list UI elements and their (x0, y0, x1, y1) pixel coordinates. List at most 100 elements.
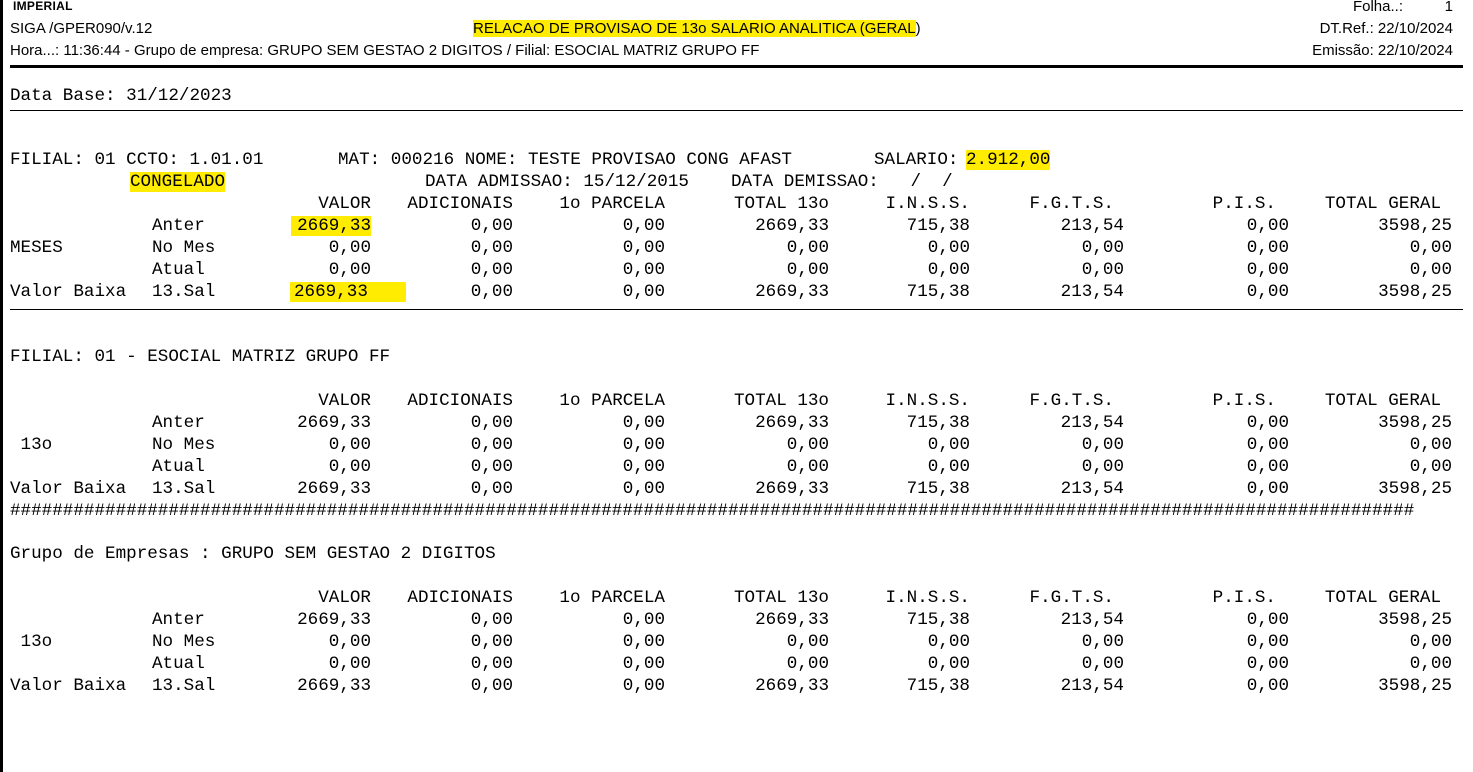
column-header: TOTAL 13o (733, 588, 829, 608)
table-cell: 0,00 (1409, 260, 1452, 280)
row-label: 13.Sal (152, 282, 216, 302)
row-label: Anter (152, 413, 205, 433)
table-cell: 2669,33 (290, 282, 406, 302)
column-header: VALOR (318, 588, 371, 608)
row-group-label: 13o (10, 435, 53, 455)
table-cell: 0,00 (927, 457, 970, 477)
table-cell: 0,00 (1409, 457, 1452, 477)
table-cell: 0,00 (622, 457, 665, 477)
folha-value: 1 (1444, 0, 1453, 15)
data-base: Data Base: 31/12/2023 (10, 86, 232, 106)
table-cell: 0,00 (470, 413, 513, 433)
page-left-border (0, 0, 3, 772)
table-cell: 3598,25 (1378, 676, 1452, 696)
column-header: I.N.S.S. (885, 588, 970, 608)
table-cell: 0,00 (470, 654, 513, 674)
table-cell: 0,00 (1246, 654, 1289, 674)
table-cell: 2669,33 (291, 216, 371, 236)
table-cell: 0,00 (927, 632, 970, 652)
table-cell: 0,00 (470, 632, 513, 652)
salary-value: 2.912,00 (966, 150, 1051, 170)
row-label: Atual (152, 457, 205, 477)
table-cell: 0,00 (328, 435, 371, 455)
row-group-label: MESES (10, 238, 63, 258)
row-label: 13.Sal (152, 676, 216, 696)
employee-filial-ccto: FILIAL: 01 CCTO: 1.01.01 (10, 150, 264, 170)
column-header: 1o PARCELA (559, 588, 665, 608)
table-cell: 213,54 (1060, 479, 1124, 499)
report-title-close: ) (915, 20, 921, 37)
table-cell: 3598,25 (1378, 479, 1452, 499)
table-cell: 0,00 (786, 654, 829, 674)
table-cell: 0,00 (1246, 435, 1289, 455)
table-cell: 0,00 (622, 435, 665, 455)
table-cell: 3598,25 (1378, 413, 1452, 433)
table-cell: 0,00 (622, 238, 665, 258)
table-cell: 2669,33 (755, 413, 829, 433)
row-label: No Mes (152, 632, 216, 652)
table-cell: 0,00 (622, 216, 665, 236)
table-cell: 0,00 (328, 457, 371, 477)
table-cell: 715,38 (906, 216, 970, 236)
employee-mat-nome: MAT: 000216 NOME: TESTE PROVISAO CONG AF… (338, 150, 792, 170)
table-cell: 0,00 (328, 260, 371, 280)
column-header: I.N.S.S. (885, 194, 970, 214)
table-cell: 0,00 (470, 260, 513, 280)
table-cell: 2669,33 (755, 479, 829, 499)
table-cell: 0,00 (1081, 654, 1124, 674)
section-rule (10, 309, 1463, 310)
table-cell: 3598,25 (1378, 216, 1452, 236)
table-cell: 0,00 (786, 435, 829, 455)
table-cell: 0,00 (622, 282, 665, 302)
table-cell: 2669,33 (297, 413, 371, 433)
column-header: TOTAL 13o (733, 391, 829, 411)
table-cell: 0,00 (1409, 238, 1452, 258)
table-cell: 0,00 (328, 238, 371, 258)
salary-label: SALARIO: (874, 150, 959, 170)
column-header: TOTAL 13o (733, 194, 829, 214)
table-cell: 0,00 (470, 238, 513, 258)
table-cell: 0,00 (1081, 260, 1124, 280)
admission-date: DATA ADMISSAO: 15/12/2015 (425, 172, 689, 192)
table-cell: 0,00 (328, 654, 371, 674)
table-cell: 0,00 (622, 260, 665, 280)
table-cell: 0,00 (1081, 457, 1124, 477)
column-header: ADICIONAIS (407, 391, 513, 411)
table-cell: 0,00 (622, 676, 665, 696)
column-header: TOTAL GERAL (1324, 391, 1441, 411)
table-cell: 0,00 (470, 216, 513, 236)
table-cell: 0,00 (470, 282, 513, 302)
row-label: Anter (152, 216, 205, 236)
row-label: Atual (152, 654, 205, 674)
header-rule (10, 65, 1463, 68)
section-title: Grupo de Empresas : GRUPO SEM GESTAO 2 D… (10, 544, 496, 564)
column-header: VALOR (318, 391, 371, 411)
emission-date: Emissão: 22/10/2024 (1312, 42, 1453, 59)
table-cell: 0,00 (1409, 654, 1452, 674)
table-cell: 213,54 (1060, 610, 1124, 630)
column-header: ADICIONAIS (407, 588, 513, 608)
table-cell: 715,38 (906, 676, 970, 696)
table-cell: 715,38 (906, 413, 970, 433)
column-header: P.I.S. (1212, 391, 1276, 411)
table-cell: 213,54 (1060, 282, 1124, 302)
row-label: 13.Sal (152, 479, 216, 499)
table-cell: 0,00 (1246, 479, 1289, 499)
table-cell: 2669,33 (755, 676, 829, 696)
table-cell: 715,38 (906, 282, 970, 302)
table-cell: 0,00 (622, 654, 665, 674)
table-cell: 0,00 (927, 260, 970, 280)
column-header: TOTAL GERAL (1324, 588, 1441, 608)
column-header: F.G.T.S. (1029, 194, 1114, 214)
table-cell: 0,00 (622, 479, 665, 499)
table-cell: 0,00 (1246, 238, 1289, 258)
table-cell: 0,00 (786, 238, 829, 258)
data-base-rule (10, 110, 1463, 111)
table-cell: 0,00 (927, 654, 970, 674)
row-label: No Mes (152, 435, 216, 455)
row-group-label: 13o (10, 632, 53, 652)
column-header: VALOR (318, 194, 371, 214)
table-cell: 0,00 (1246, 216, 1289, 236)
folha-label: Folha..: (1352, 0, 1403, 15)
column-header: TOTAL GERAL (1324, 194, 1441, 214)
